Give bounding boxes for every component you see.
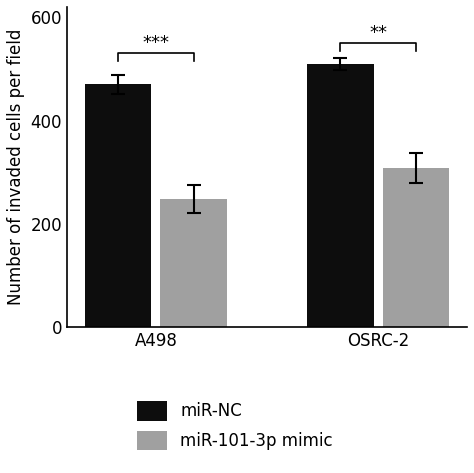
Bar [85, 84, 152, 327]
Text: **: ** [369, 24, 387, 42]
Bar [383, 168, 449, 327]
Y-axis label: Number of invaded cells per field: Number of invaded cells per field [7, 29, 25, 305]
Legend: miR-NC, miR-101-3p mimic: miR-NC, miR-101-3p mimic [129, 393, 341, 458]
Bar [160, 199, 227, 327]
Text: ***: *** [142, 34, 169, 52]
Bar [307, 64, 374, 327]
